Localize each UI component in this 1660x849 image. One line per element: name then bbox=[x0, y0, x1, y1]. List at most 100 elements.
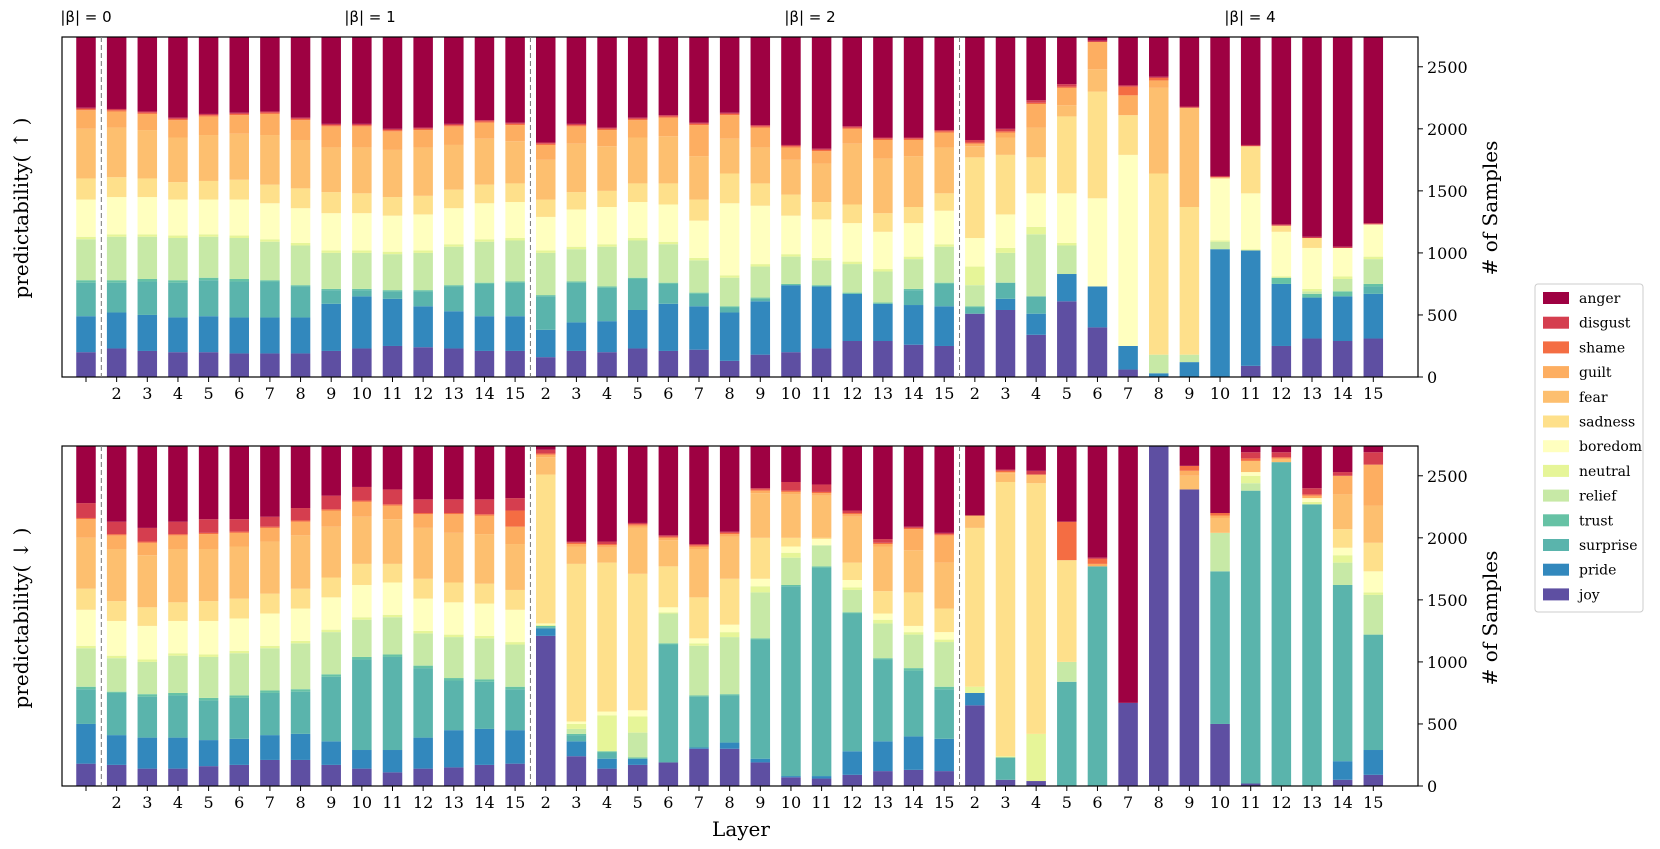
bar-segment-guilt bbox=[229, 532, 249, 547]
bar-segment-neutral bbox=[934, 639, 954, 643]
bar-segment-sadness bbox=[1149, 173, 1169, 355]
bar-segment-relief bbox=[903, 634, 924, 669]
bar-segment-fear bbox=[719, 138, 740, 174]
bar-segment-guilt bbox=[76, 519, 96, 538]
bar-segment-pride bbox=[474, 316, 495, 351]
bar-segment-trust bbox=[352, 288, 372, 291]
bar-segment-anger bbox=[719, 446, 740, 532]
bar-segment-guilt bbox=[474, 515, 495, 535]
legend-label-trust: trust bbox=[1579, 513, 1614, 529]
bar-segment-boredom bbox=[842, 580, 862, 588]
bar-segment-sadness bbox=[76, 178, 96, 200]
bar-segment-guilt bbox=[965, 143, 985, 147]
bar-segment-pride bbox=[597, 321, 617, 353]
bar-segment-disgust bbox=[505, 122, 525, 124]
bar-segment-fear bbox=[965, 515, 985, 528]
bar-segment-neutral bbox=[106, 655, 127, 659]
bar-segment-trust bbox=[137, 278, 158, 282]
bar-segment-sadness bbox=[352, 563, 372, 585]
bar-segment-neutral bbox=[1210, 240, 1230, 242]
bar-segment-pride bbox=[719, 312, 740, 361]
bar-segment-relief bbox=[750, 592, 771, 639]
bar-segment-neutral bbox=[781, 552, 801, 558]
bar-segment-neutral bbox=[903, 632, 924, 635]
bar-segment-pride bbox=[505, 730, 525, 764]
bar-segment-boredom bbox=[505, 609, 525, 643]
bar-segment-shame bbox=[106, 110, 127, 112]
bar-segment-joy bbox=[750, 762, 771, 786]
bar-segment-fear bbox=[995, 473, 1016, 482]
bar-segment-neutral bbox=[1302, 288, 1322, 292]
x-tick-label: 11 bbox=[811, 384, 831, 403]
bar-segment-anger bbox=[1087, 446, 1108, 558]
bar-segment-boredom bbox=[689, 638, 709, 644]
bar-segment-fear bbox=[750, 147, 771, 184]
bar-segment-relief bbox=[1363, 259, 1384, 284]
bar-segment-boredom bbox=[106, 620, 127, 656]
bar-segment-anger bbox=[903, 37, 924, 138]
bar-segment-guilt bbox=[689, 546, 709, 549]
bar-segment-joy bbox=[995, 309, 1016, 377]
bar-segment-sadness bbox=[781, 194, 801, 216]
bar-segment-pride bbox=[1332, 761, 1353, 780]
bar-segment-neutral bbox=[689, 643, 709, 646]
x-tick-label: 5 bbox=[633, 793, 643, 812]
bar-segment-shame bbox=[995, 131, 1016, 133]
bar-segment-joy bbox=[934, 771, 954, 786]
bar-segment-surprise bbox=[934, 283, 954, 307]
bar-segment-guilt bbox=[1118, 95, 1138, 116]
bar-segment-fear bbox=[1271, 458, 1292, 463]
legend-label-joy: joy bbox=[1577, 587, 1600, 603]
bar-segment-boredom bbox=[321, 213, 341, 251]
bar-segment-sadness bbox=[1240, 146, 1261, 194]
bar-segment-fear bbox=[198, 135, 219, 181]
bar-segment-sadness bbox=[1363, 542, 1384, 572]
bar-segment-boredom bbox=[995, 214, 1016, 248]
bar-segment-neutral bbox=[352, 250, 372, 253]
bar-segment-relief bbox=[260, 241, 280, 281]
bar-segment-shame bbox=[627, 118, 648, 121]
bar-segment-shame bbox=[658, 536, 679, 538]
bar-segment-relief bbox=[229, 238, 249, 279]
bar-segment-boredom bbox=[1026, 193, 1046, 227]
bar-segment-sadness bbox=[811, 202, 832, 220]
bar-segment-fear bbox=[597, 146, 617, 191]
bar-segment-anger bbox=[137, 446, 158, 528]
bar-segment-sadness bbox=[321, 577, 341, 598]
bar-segment-joy bbox=[1179, 489, 1200, 786]
bar-segment-pride bbox=[168, 737, 188, 769]
bar-segment-neutral bbox=[168, 235, 188, 239]
bar-segment-anger bbox=[382, 37, 403, 129]
bar-segment-sadness bbox=[965, 157, 985, 239]
y-tick-label: 2500 bbox=[1427, 467, 1468, 486]
x-tick-label: 14 bbox=[474, 793, 494, 812]
bar-segment-relief bbox=[1026, 234, 1046, 297]
bar-segment-trust bbox=[505, 686, 525, 690]
bar-segment-shame bbox=[536, 453, 556, 455]
bar-segment-neutral bbox=[1026, 733, 1046, 782]
bar-segment-trust bbox=[903, 288, 924, 291]
bar-segment-fear bbox=[811, 163, 832, 203]
bar-segment-joy bbox=[903, 769, 924, 786]
bar-segment-shame bbox=[321, 509, 341, 511]
x-tick-label: 6 bbox=[234, 793, 244, 812]
bar-segment-joy bbox=[505, 350, 525, 377]
bar-segment-anger bbox=[627, 37, 648, 118]
bar-segment-disgust bbox=[842, 510, 862, 514]
bar-segment-neutral bbox=[1302, 501, 1322, 505]
bar-segment-disgust bbox=[903, 137, 924, 139]
bar-segment-fear bbox=[260, 135, 280, 185]
bar-segment-fear bbox=[995, 137, 1016, 155]
bar-segment-joy bbox=[352, 348, 372, 377]
bar-segment-sadness bbox=[76, 588, 96, 610]
bar-segment-guilt bbox=[934, 535, 954, 563]
bar-segment-joy bbox=[352, 768, 372, 786]
bar-segment-boredom bbox=[198, 620, 219, 655]
x-tick-label: 4 bbox=[1031, 384, 1041, 403]
bar-segment-anger bbox=[352, 446, 372, 487]
x-tick-label: 8 bbox=[295, 793, 305, 812]
bar-segment-disgust bbox=[995, 469, 1016, 471]
bar-segment-trust bbox=[965, 306, 985, 308]
bar-segment-surprise bbox=[76, 282, 96, 317]
bar-segment-anger bbox=[658, 37, 679, 116]
